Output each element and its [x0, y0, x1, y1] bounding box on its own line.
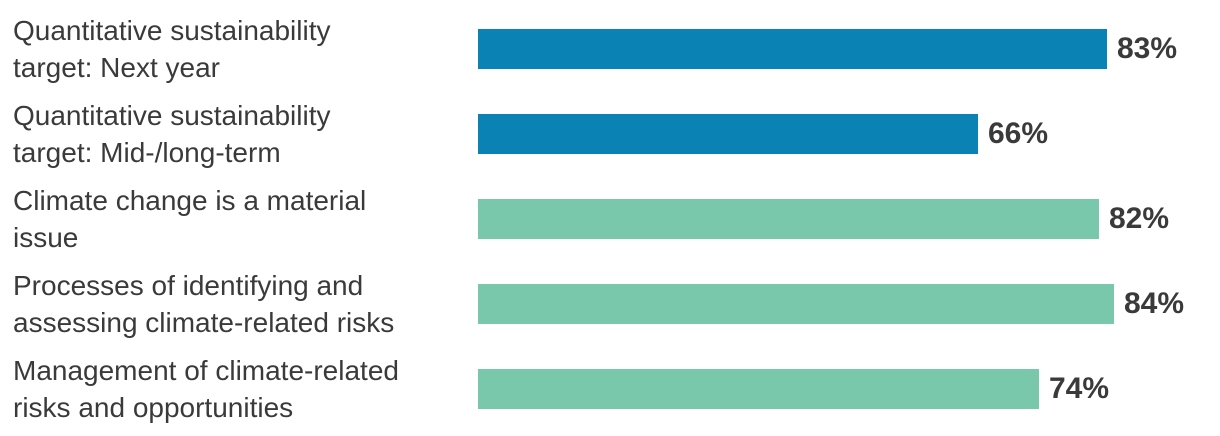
bar: [478, 113, 978, 154]
bar-area: 82%: [478, 176, 1220, 261]
value-label: 74%: [1049, 371, 1110, 405]
chart-row: Quantitative sustainability target: Mid-/…: [0, 91, 1220, 176]
category-label-line: Management of climate-related: [13, 354, 399, 386]
category-label: Climate change is a material issue: [0, 182, 478, 256]
category-label-line: risks and opportunities: [13, 391, 294, 423]
value-label: 84%: [1124, 286, 1185, 320]
bar: [478, 283, 1114, 324]
chart-row: Quantitative sustainability target: Next …: [0, 6, 1220, 91]
category-label-line: Processes of identifying and: [13, 269, 364, 301]
category-label: Processes of identifying and assessing cl…: [0, 267, 478, 341]
bar-area: 74%: [478, 346, 1220, 431]
bar-area: 84%: [478, 261, 1220, 346]
category-label-line: Climate change is a material: [13, 184, 367, 216]
category-label-line: target: Mid-/long-term: [13, 136, 281, 168]
category-label-line: target: Next year: [13, 51, 220, 83]
category-label-line: issue: [13, 221, 79, 253]
category-label-line: Quantitative sustainability: [13, 99, 331, 131]
chart-row: Management of climate-related risks and o…: [0, 346, 1220, 431]
bar-area: 83%: [478, 6, 1220, 91]
category-label: Quantitative sustainability target: Mid-/…: [0, 97, 478, 171]
chart-row: Climate change is a material issue 82%: [0, 176, 1220, 261]
bar: [478, 28, 1107, 69]
category-label-line: assessing climate-related risks: [13, 306, 395, 338]
category-label: Management of climate-related risks and o…: [0, 352, 478, 426]
value-label: 83%: [1117, 31, 1178, 65]
category-label-line: Quantitative sustainability: [13, 14, 331, 46]
chart-row: Processes of identifying and assessing cl…: [0, 261, 1220, 346]
value-label: 66%: [988, 116, 1049, 150]
bar: [478, 198, 1099, 239]
bar-area: 66%: [478, 91, 1220, 176]
value-label: 82%: [1109, 201, 1170, 235]
category-label: Quantitative sustainability target: Next …: [0, 12, 478, 86]
bar: [478, 368, 1039, 409]
